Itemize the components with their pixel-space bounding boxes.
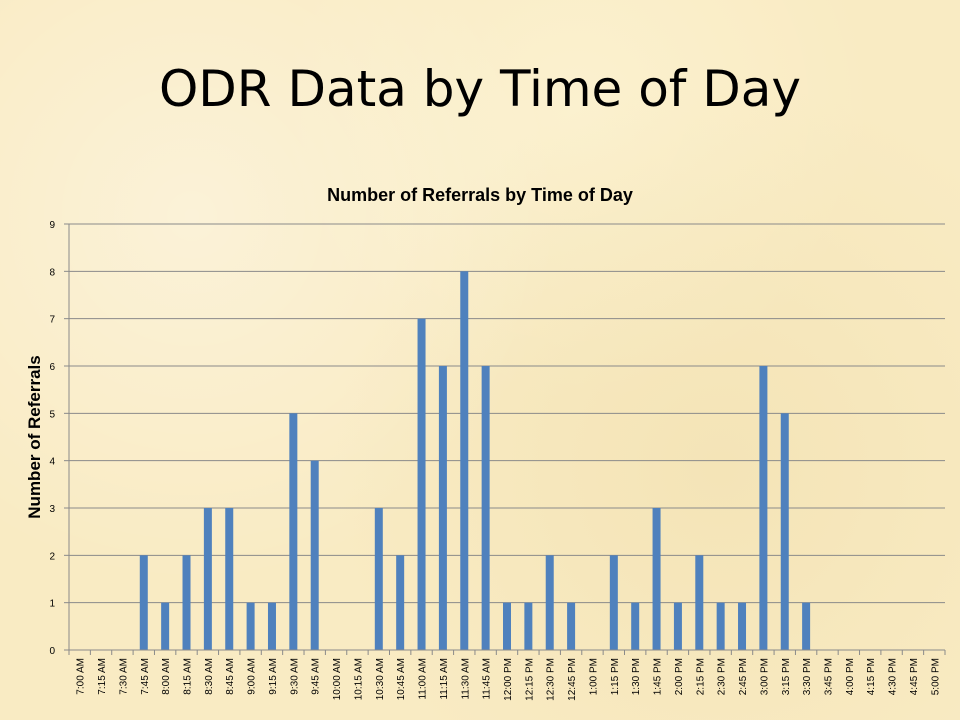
x-tick-label: 10:30 AM — [375, 658, 386, 700]
bar — [524, 602, 533, 650]
bar — [374, 508, 383, 650]
bar — [631, 602, 640, 650]
bar — [802, 602, 811, 650]
bar — [267, 602, 276, 650]
bar — [161, 602, 170, 650]
x-tick-labels: 7:00 AM 7:15 AM 7:30 AM 7:45 AM 8:00 AM 8:15 … — [76, 658, 942, 701]
x-tick-label: 3:45 PM — [823, 658, 834, 695]
x-tick-label: 3:30 PM — [802, 658, 813, 695]
y-tick-label: 0 — [49, 646, 55, 657]
x-tick-label: 10:00 AM — [332, 658, 343, 700]
y-tick-label: 7 — [49, 315, 55, 326]
x-tick-label: 12:15 PM — [524, 658, 535, 701]
y-tick-label: 9 — [49, 220, 55, 231]
bar — [609, 555, 618, 650]
x-tick-label: 5:00 PM — [930, 658, 941, 695]
x-tick-label: 7:00 AM — [76, 658, 87, 695]
x-tick-label: 12:30 PM — [546, 658, 557, 701]
y-tick-label: 3 — [49, 504, 55, 515]
x-tick-label: 7:45 AM — [140, 658, 151, 695]
bar — [759, 366, 768, 650]
x-tick-label: 12:45 PM — [567, 658, 578, 701]
y-tick-label: 8 — [49, 267, 55, 278]
x-tick-label: 11:00 AM — [418, 658, 429, 700]
x-tick-label: 2:30 PM — [717, 658, 728, 695]
gridlines — [69, 223, 945, 604]
x-tick-label: 2:45 PM — [738, 658, 749, 695]
bar — [182, 555, 191, 650]
x-tick-label: 8:00 AM — [161, 658, 172, 695]
x-tick-label: 1:30 PM — [631, 658, 642, 695]
y-tick-label: 1 — [49, 599, 55, 610]
x-tick-label: 9:00 AM — [247, 658, 258, 695]
bar — [460, 271, 469, 650]
x-tick-label: 11:45 AM — [482, 658, 493, 700]
x-tick-label: 7:30 AM — [118, 658, 129, 695]
bar — [139, 555, 148, 650]
x-tick-label: 9:15 AM — [268, 658, 279, 695]
bar — [225, 508, 234, 650]
y-tick-label: 5 — [49, 409, 55, 420]
bar — [246, 602, 255, 650]
bar — [203, 508, 212, 650]
x-tick-label: 4:15 PM — [866, 658, 877, 695]
y-axis-title: Number of Referrals — [25, 355, 44, 518]
x-tick-label: 8:45 AM — [225, 658, 236, 695]
bar — [396, 555, 405, 650]
x-tick-label: 12:00 PM — [503, 658, 514, 701]
y-tick-label: 4 — [49, 457, 55, 468]
y-tick-labels: 0 1 2 3 4 5 6 7 8 9 — [49, 220, 55, 657]
bar — [673, 602, 682, 650]
bar — [545, 555, 554, 650]
chart-title: Number of Referrals by Time of Day — [327, 185, 633, 205]
bar — [289, 413, 298, 650]
bar — [780, 413, 789, 650]
y-tick-label: 6 — [49, 362, 55, 373]
bar — [695, 555, 704, 650]
bar — [438, 366, 447, 650]
x-tick-label: 8:30 AM — [204, 658, 215, 695]
axes — [64, 223, 946, 655]
x-tick-label: 4:45 PM — [909, 658, 920, 695]
bar — [738, 602, 747, 650]
bar — [310, 460, 319, 650]
x-tick-label: 10:15 AM — [353, 658, 364, 700]
x-tick-label: 1:00 PM — [588, 658, 599, 695]
x-tick-label: 10:45 AM — [396, 658, 407, 700]
x-tick-label: 2:00 PM — [674, 658, 685, 695]
x-tick-label: 4:00 PM — [845, 658, 856, 695]
slide-title: ODR Data by Time of Day — [158, 60, 802, 118]
x-tick-label: 2:15 PM — [695, 658, 706, 695]
x-tick-label: 4:30 PM — [888, 658, 899, 695]
bar — [417, 318, 426, 650]
x-tick-label: 9:30 AM — [289, 658, 300, 695]
x-tick-label: 3:15 PM — [781, 658, 792, 695]
y-tick-label: 2 — [49, 551, 55, 562]
x-tick-label: 11:15 AM — [439, 658, 450, 700]
bar — [567, 602, 576, 650]
x-tick-label: 1:15 PM — [610, 658, 621, 695]
x-tick-label: 8:15 AM — [183, 658, 194, 695]
bar — [652, 508, 661, 650]
bar — [716, 602, 725, 650]
x-tick-label: 7:15 AM — [97, 658, 108, 695]
bars — [139, 271, 811, 650]
x-tick-label: 11:30 AM — [460, 658, 471, 700]
x-tick-label: 3:00 PM — [759, 658, 770, 695]
bar — [503, 602, 511, 650]
x-tick-label: 1:45 PM — [653, 658, 664, 695]
x-tick-label: 9:45 AM — [311, 658, 322, 695]
bar — [481, 366, 490, 650]
